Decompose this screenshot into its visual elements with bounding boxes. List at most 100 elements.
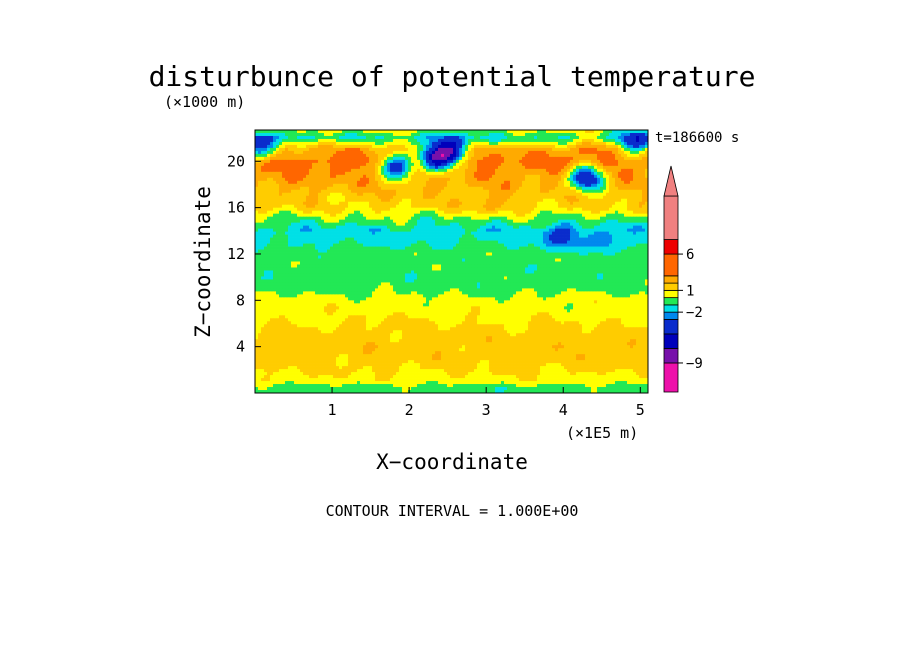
field-cell: [375, 198, 379, 203]
field-cell: [444, 204, 448, 209]
field-cell: [642, 216, 646, 221]
field-cell: [348, 201, 352, 206]
field-cell: [570, 201, 574, 206]
field-cell: [282, 216, 286, 221]
field-cell: [321, 228, 325, 232]
field-cell: [270, 132, 274, 137]
field-cell: [471, 168, 475, 173]
field-cell: [351, 186, 355, 191]
field-cell: [432, 138, 436, 143]
field-cell: [300, 168, 304, 173]
field-cell: [612, 159, 616, 164]
field-cell: [498, 171, 502, 176]
field-cell: [414, 171, 418, 176]
field-cell: [300, 186, 304, 191]
field-cell: [360, 138, 364, 143]
field-cell: [351, 159, 355, 164]
field-cell: [546, 138, 550, 143]
field-cell: [465, 198, 469, 203]
field-cell: [612, 141, 616, 146]
field-cell: [618, 159, 622, 164]
field-cell: [327, 207, 331, 212]
field-cell: [468, 216, 472, 221]
field-cell: [315, 174, 319, 179]
field-cell: [594, 141, 598, 146]
field-cell: [357, 207, 361, 212]
field-cell: [477, 222, 481, 226]
field-cell: [585, 198, 589, 203]
field-cell: [348, 198, 352, 203]
field-cell: [627, 189, 631, 194]
field-cell: [453, 201, 457, 206]
field-cell: [516, 201, 520, 206]
field-cell: [264, 159, 268, 164]
field-cell: [507, 132, 511, 137]
field-cell: [378, 213, 382, 218]
field-cell: [417, 234, 421, 238]
field-cell: [528, 216, 532, 221]
field-cell: [255, 222, 259, 226]
field-cell: [288, 237, 292, 241]
field-cell: [381, 132, 385, 137]
field-cell: [525, 207, 529, 212]
field-cell: [570, 162, 574, 167]
field-cell: [357, 204, 361, 209]
field-cell: [585, 159, 589, 164]
field-cell: [375, 165, 379, 170]
field-cell: [510, 130, 514, 134]
field-cell: [645, 216, 649, 221]
field-cell: [288, 180, 292, 185]
field-cell: [642, 198, 646, 203]
field-cell: [642, 141, 646, 146]
field-cell: [519, 153, 523, 158]
field-cell: [579, 198, 583, 203]
field-cell: [582, 130, 586, 134]
field-cell: [453, 177, 457, 182]
field-cell: [432, 150, 436, 155]
field-cell: [369, 240, 373, 244]
field-cell: [531, 195, 535, 200]
field-cell: [435, 222, 439, 226]
field-cell: [477, 225, 481, 229]
field-cell: [489, 240, 493, 244]
field-cell: [603, 150, 607, 155]
field-cell: [414, 147, 418, 152]
field-cell: [636, 180, 640, 185]
field-cell: [267, 138, 271, 143]
field-cell: [531, 171, 535, 176]
field-cell: [516, 216, 520, 221]
field-cell: [582, 147, 586, 152]
field-cell: [306, 180, 310, 185]
field-cell: [411, 165, 415, 170]
field-cell: [456, 159, 460, 164]
field-cell: [330, 132, 334, 137]
field-cell: [594, 222, 598, 226]
field-cell: [351, 231, 355, 235]
field-cell: [636, 240, 640, 244]
field-cell: [309, 162, 313, 167]
field-cell: [444, 165, 448, 170]
field-cell: [477, 207, 481, 212]
field-cell: [576, 153, 580, 158]
field-cell: [561, 240, 565, 244]
field-cell: [339, 159, 343, 164]
field-cell: [639, 213, 643, 218]
field-cell: [525, 165, 529, 170]
field-cell: [279, 243, 283, 247]
field-cell: [366, 210, 370, 215]
field-cell: [315, 234, 319, 238]
field-cell: [327, 225, 331, 229]
field-cell: [327, 168, 331, 173]
field-cell: [459, 234, 463, 238]
field-cell: [456, 171, 460, 176]
field-cell: [483, 216, 487, 221]
field-cell: [363, 183, 367, 188]
field-cell: [396, 153, 400, 158]
field-cell: [591, 222, 595, 226]
field-cell: [459, 240, 463, 244]
field-cell: [501, 180, 505, 185]
field-cell: [567, 186, 571, 191]
field-cell: [411, 210, 415, 215]
field-cell: [609, 174, 613, 179]
field-cell: [576, 159, 580, 164]
